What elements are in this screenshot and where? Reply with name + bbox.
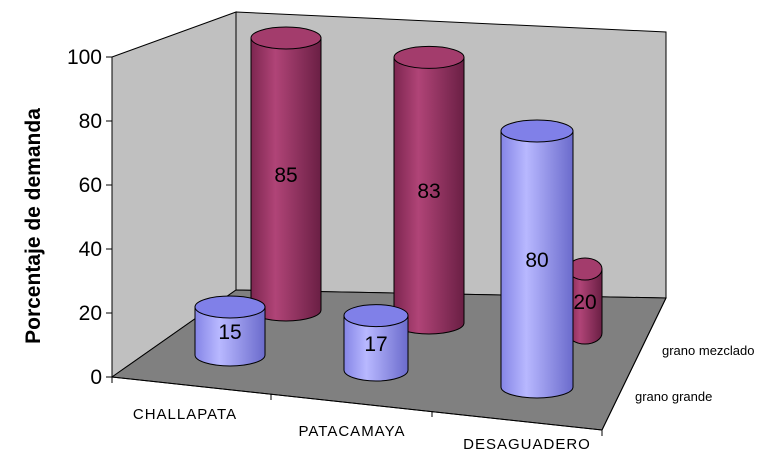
cylinder-top — [500, 119, 574, 143]
y-tick-label: 80 — [79, 110, 102, 133]
cylinder-bar: 17 — [343, 304, 409, 382]
cylinder-body — [343, 315, 409, 382]
y-tick-label: 100 — [67, 46, 102, 69]
cylinder-bar: 85 — [250, 26, 322, 322]
cylinder-bar: 20 — [567, 257, 603, 345]
cylinder-top — [393, 45, 465, 69]
depth-axis-line — [601, 297, 667, 431]
cylinder-body — [500, 130, 574, 399]
cylinder-top — [194, 295, 266, 319]
x-category-label: DESAGUADERO — [463, 436, 591, 453]
data-label: 80 — [525, 249, 548, 272]
depth-series-label: grano mezclado — [662, 343, 755, 358]
cylinder-bar: 15 — [194, 295, 266, 367]
x-axis-line — [111, 376, 603, 431]
y-tick-label: 0 — [90, 366, 102, 389]
x-category-label: CHALLAPATA — [133, 406, 237, 423]
depth-series-label: grano grande — [635, 389, 712, 404]
y-tick-label: 40 — [79, 238, 102, 261]
cylinder-body — [194, 306, 266, 367]
y-tick-label: 20 — [79, 302, 102, 325]
data-label: 15 — [218, 321, 241, 344]
data-label: 85 — [274, 164, 297, 187]
data-label: 20 — [573, 291, 596, 314]
data-label: 83 — [417, 180, 440, 203]
cylinder-bar: 80 — [500, 119, 574, 399]
cylinder-top — [250, 26, 322, 50]
y-tick-label: 60 — [79, 174, 102, 197]
y-axis-title: Porcentaje de demanda — [22, 108, 45, 344]
cylinder-bar: 83 — [393, 45, 465, 335]
cylinder-top — [343, 304, 409, 328]
data-label: 17 — [364, 333, 387, 356]
x-category-label: PATACAMAYA — [299, 423, 406, 440]
